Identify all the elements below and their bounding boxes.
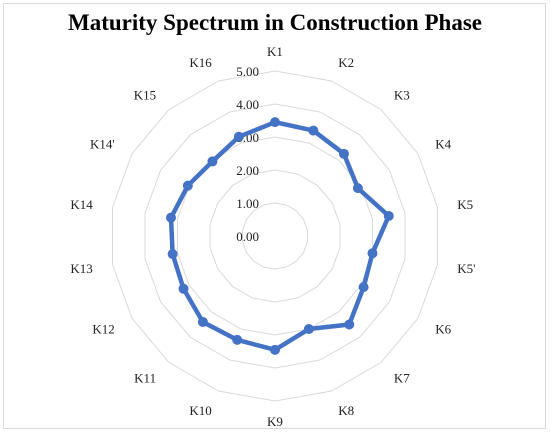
data-point [178,283,189,294]
data-point [270,117,280,128]
data-point [270,344,280,355]
category-label: K5 [457,197,473,212]
category-label: K8 [338,403,354,418]
category-label: K16 [189,55,212,70]
data-point [232,334,243,345]
category-label: K7 [394,371,410,386]
category-label: K12 [92,322,114,337]
category-label: K13 [70,261,92,276]
radar-series [166,117,394,355]
data-point [358,282,369,293]
grid-ring [242,202,308,270]
data-point [233,131,244,142]
grid-ring [209,169,341,303]
data-point [197,316,208,327]
r-tick-label: 0.00 [236,229,259,244]
data-point [207,156,218,167]
chart-frame [3,3,546,429]
grid-ring [144,103,406,369]
data-point [303,324,314,335]
data-point [167,249,178,260]
chart-title: Maturity Spectrum in Construction Phase [68,10,482,35]
r-tick-label: 1.00 [236,196,259,211]
category-label: K3 [394,87,410,102]
category-label: K6 [435,322,451,337]
category-label: K4 [435,137,451,152]
category-label: K2 [338,55,354,70]
category-label: K9 [267,414,283,429]
category-label: K10 [189,403,211,418]
r-tick-label: 2.00 [236,163,259,178]
data-point [166,212,177,223]
category-label: K15 [134,87,156,102]
data-point [308,125,319,136]
category-label: K14 [70,197,93,212]
data-point [383,210,394,221]
grid-ring [112,70,438,402]
category-label: K11 [134,371,156,386]
category-label: K5' [457,261,475,276]
r-tick-label: 4.00 [236,97,259,112]
data-point [182,180,193,191]
data-point [352,183,363,194]
data-point [367,248,378,259]
radar-tick-labels: 0.001.002.003.004.005.00 [236,64,259,244]
radar-category-labels: K1 K2 K3 K4 K5 K5' K6 K7 K8 K9 K10 K11 K12 K13 K14 K14'… [70,44,475,429]
data-point [338,148,349,159]
r-tick-label: 5.00 [236,64,259,79]
category-label: K1 [267,44,283,59]
series-line [168,119,391,353]
category-label: K14' [90,137,115,152]
data-point [344,319,355,330]
